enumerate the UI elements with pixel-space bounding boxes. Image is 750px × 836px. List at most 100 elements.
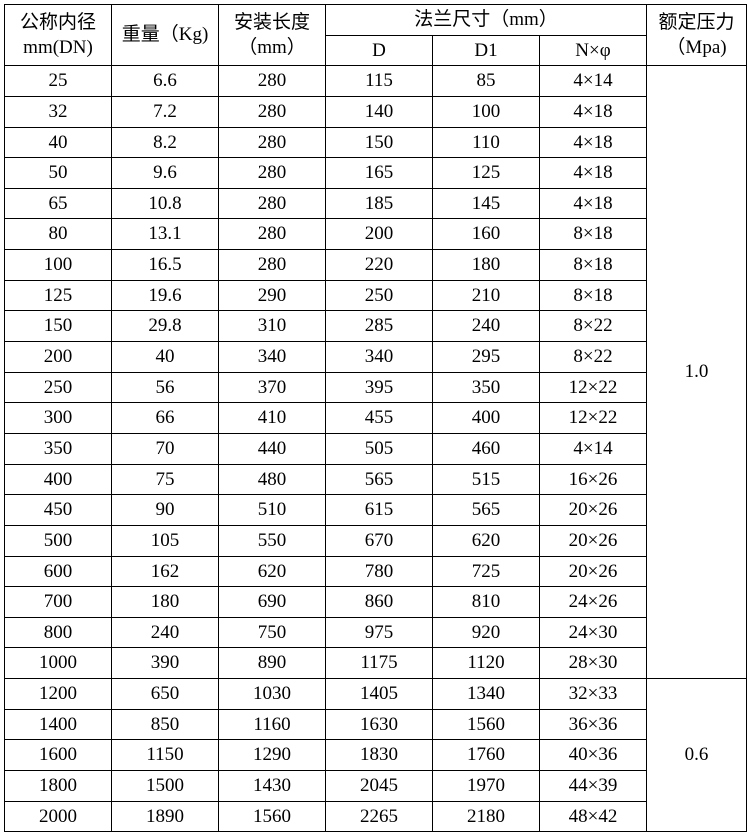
cell-d: 340 (326, 342, 433, 373)
cell-dn: 65 (5, 188, 112, 219)
cell-dn: 1000 (5, 648, 112, 679)
cell-nphi: 20×26 (540, 556, 647, 587)
cell-nphi: 24×30 (540, 617, 647, 648)
cell-dn: 100 (5, 250, 112, 281)
cell-d1: 810 (433, 587, 540, 618)
table-header: 公称内径 mm(DN) 重量（Kg) 安装长度 （mm） 法兰尺寸（mm） 额定… (5, 5, 747, 66)
cell-dn: 32 (5, 96, 112, 127)
cell-length: 410 (219, 403, 326, 434)
cell-dn: 600 (5, 556, 112, 587)
cell-nphi: 12×22 (540, 372, 647, 403)
cell-dn: 1600 (5, 740, 112, 771)
cell-dn: 25 (5, 66, 112, 97)
cell-d: 285 (326, 311, 433, 342)
cell-length: 440 (219, 433, 326, 464)
header-d: D (326, 35, 433, 66)
cell-nphi: 8×22 (540, 342, 647, 373)
cell-nphi: 4×18 (540, 158, 647, 189)
table-row: 4509051061556520×26 (5, 495, 747, 526)
header-pressure: 额定压力 （Mpa) (647, 5, 747, 66)
cell-length: 750 (219, 617, 326, 648)
cell-length: 280 (219, 219, 326, 250)
cell-nphi: 12×22 (540, 403, 647, 434)
cell-pressure: 0.6 (647, 679, 747, 832)
table-row: 140085011601630156036×36 (5, 709, 747, 740)
cell-d: 670 (326, 525, 433, 556)
cell-d1: 350 (433, 372, 540, 403)
cell-nphi: 24×26 (540, 587, 647, 618)
cell-d: 140 (326, 96, 433, 127)
cell-weight: 66 (112, 403, 219, 434)
cell-length: 280 (219, 188, 326, 219)
cell-length: 480 (219, 464, 326, 495)
cell-d: 1830 (326, 740, 433, 771)
table-row: 1800150014302045197044×39 (5, 771, 747, 802)
cell-dn: 200 (5, 342, 112, 373)
cell-weight: 16.5 (112, 250, 219, 281)
cell-nphi: 44×39 (540, 771, 647, 802)
table-row: 2000189015602265218048×42 (5, 801, 747, 832)
cell-dn: 250 (5, 372, 112, 403)
cell-d: 975 (326, 617, 433, 648)
cell-d: 1175 (326, 648, 433, 679)
cell-nphi: 32×33 (540, 679, 647, 710)
cell-nphi: 20×26 (540, 525, 647, 556)
cell-weight: 10.8 (112, 188, 219, 219)
table-row: 327.22801401004×18 (5, 96, 747, 127)
cell-length: 280 (219, 250, 326, 281)
cell-weight: 19.6 (112, 280, 219, 311)
cell-nphi: 4×18 (540, 188, 647, 219)
cell-weight: 180 (112, 587, 219, 618)
table-row: 200403403402958×22 (5, 342, 747, 373)
cell-d: 860 (326, 587, 433, 618)
cell-length: 310 (219, 311, 326, 342)
cell-d1: 1760 (433, 740, 540, 771)
cell-d1: 110 (433, 127, 540, 158)
cell-dn: 1200 (5, 679, 112, 710)
cell-length: 1160 (219, 709, 326, 740)
spec-table: 公称内径 mm(DN) 重量（Kg) 安装长度 （mm） 法兰尺寸（mm） 额定… (4, 4, 747, 832)
cell-dn: 400 (5, 464, 112, 495)
cell-d: 150 (326, 127, 433, 158)
cell-d1: 565 (433, 495, 540, 526)
cell-d: 505 (326, 433, 433, 464)
cell-weight: 1500 (112, 771, 219, 802)
cell-dn: 150 (5, 311, 112, 342)
cell-weight: 13.1 (112, 219, 219, 250)
cell-dn: 1400 (5, 709, 112, 740)
cell-weight: 240 (112, 617, 219, 648)
cell-d: 2265 (326, 801, 433, 832)
cell-d1: 920 (433, 617, 540, 648)
cell-length: 280 (219, 66, 326, 97)
header-flange: 法兰尺寸（mm） (326, 5, 647, 36)
cell-length: 280 (219, 127, 326, 158)
table-row: 2505637039535012×22 (5, 372, 747, 403)
cell-nphi: 4×18 (540, 96, 647, 127)
cell-weight: 162 (112, 556, 219, 587)
cell-d1: 515 (433, 464, 540, 495)
cell-length: 340 (219, 342, 326, 373)
cell-length: 890 (219, 648, 326, 679)
cell-d1: 1340 (433, 679, 540, 710)
cell-length: 280 (219, 96, 326, 127)
cell-nphi: 16×26 (540, 464, 647, 495)
cell-d1: 125 (433, 158, 540, 189)
cell-weight: 75 (112, 464, 219, 495)
cell-nphi: 4×14 (540, 433, 647, 464)
cell-d1: 1120 (433, 648, 540, 679)
cell-dn: 50 (5, 158, 112, 189)
cell-weight: 56 (112, 372, 219, 403)
header-pressure-line1: 额定压力 (658, 12, 734, 33)
cell-d: 115 (326, 66, 433, 97)
cell-length: 690 (219, 587, 326, 618)
table-row: 15029.83102852408×22 (5, 311, 747, 342)
cell-weight: 9.6 (112, 158, 219, 189)
cell-length: 1560 (219, 801, 326, 832)
cell-d1: 460 (433, 433, 540, 464)
cell-length: 280 (219, 158, 326, 189)
cell-d1: 240 (433, 311, 540, 342)
cell-nphi: 8×18 (540, 280, 647, 311)
cell-nphi: 8×18 (540, 250, 647, 281)
cell-nphi: 48×42 (540, 801, 647, 832)
cell-length: 550 (219, 525, 326, 556)
